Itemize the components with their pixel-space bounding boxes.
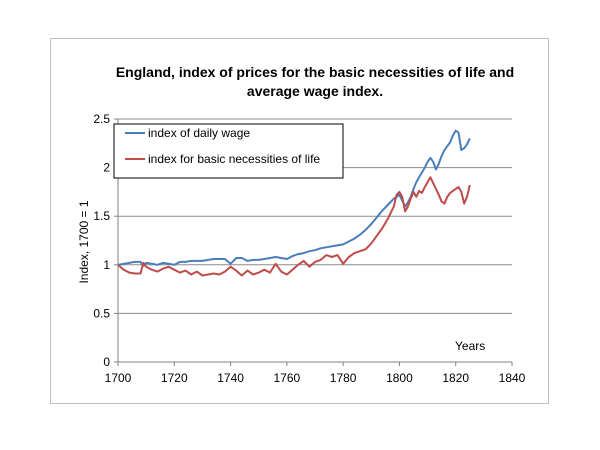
y-tick-label: 2 [103,161,110,175]
x-tick-label: 1720 [161,371,188,385]
x-axis-title: Years [455,339,485,353]
legend-box [113,123,344,179]
series-line-basic-necessities [117,176,471,277]
x-tick-label: 1820 [442,371,469,385]
x-tick-label: 1740 [217,371,244,385]
chart-area [50,38,549,404]
y-tick-label: 0 [103,355,110,369]
x-tick-label: 1760 [274,371,301,385]
y-tick-label: 1 [103,258,110,272]
y-axis-title: Index, 1700 = 1 [77,200,91,283]
x-tick-label: 1780 [330,371,357,385]
series-lines [117,129,471,277]
chart-title-line-2: average wage index. [247,83,383,99]
y-tick-label: 0.5 [93,306,110,320]
legend-label-wage: index of daily wage [148,126,250,140]
y-tick-label: 2.5 [93,112,110,126]
legend-label-necessities: index for basic necessities of life [148,152,320,166]
x-tick-label: 1800 [386,371,413,385]
axis-ticks: 0 0.5 1 1.5 2 2.5 1700 1720 1740 1760 1780 1800 1820… [93,112,525,385]
gridlines [118,118,512,314]
x-tick-label: 1700 [105,371,132,385]
y-tick-label: 1.5 [93,209,110,223]
series-line-daily-wage [117,129,471,267]
x-tick-label: 1840 [499,371,526,385]
chart-title-line-1: England, index of prices for the basic n… [116,64,514,80]
